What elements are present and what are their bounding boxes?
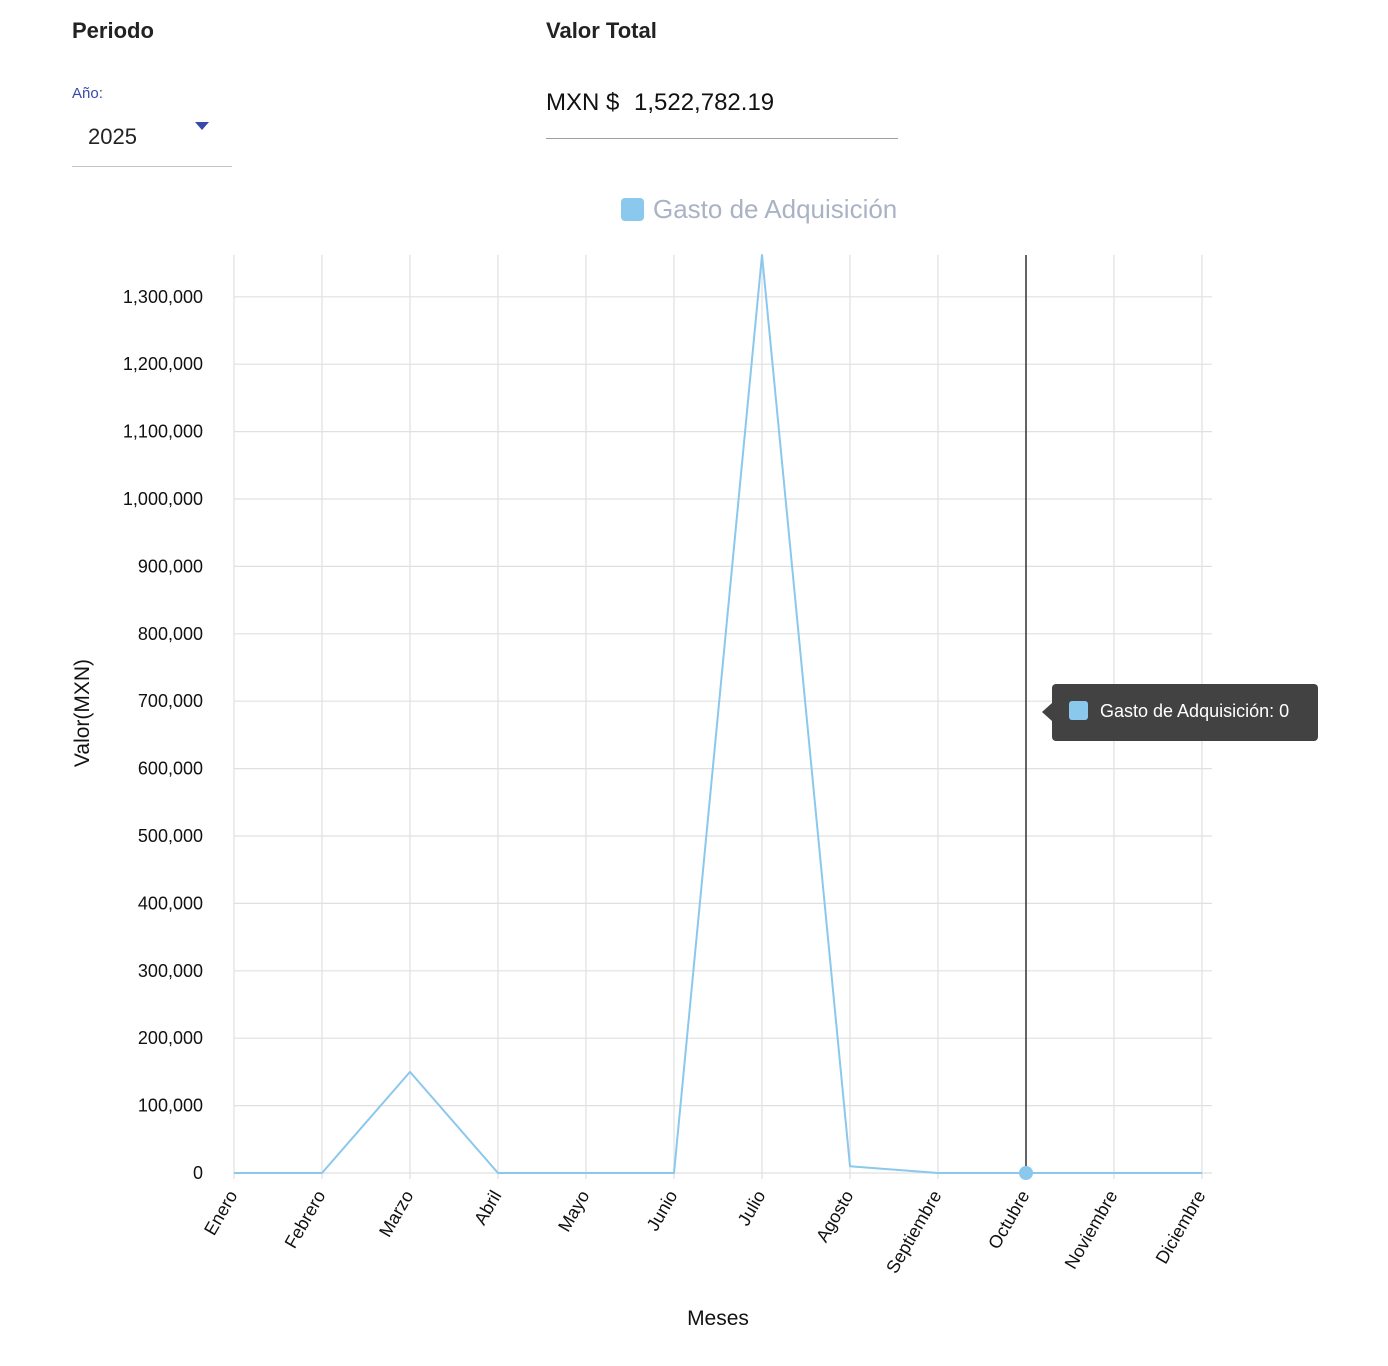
- y-tick-label: 200,000: [138, 1028, 203, 1048]
- y-tick-label: 800,000: [138, 624, 203, 644]
- total-amount: 1,522,782.19: [634, 89, 775, 116]
- total-currency: MXN $: [546, 89, 620, 116]
- x-axis-title: Meses: [687, 1307, 749, 1330]
- y-tick-label: 0: [193, 1163, 203, 1183]
- y-axis-title: Valor(MXN): [71, 659, 94, 767]
- x-tick-label: Abril: [470, 1187, 505, 1228]
- legend-label: Gasto de Adquisición: [653, 194, 898, 224]
- y-tick-label: 1,200,000: [123, 354, 203, 374]
- chart-tooltip: Gasto de Adquisición: 0: [1042, 684, 1318, 741]
- year-value: 2025: [88, 124, 137, 149]
- x-tick-label: Agosto: [812, 1187, 857, 1246]
- x-tick-label: Febrero: [281, 1187, 330, 1252]
- y-tick-label: 400,000: [138, 893, 203, 913]
- tooltip-arrow: [1042, 703, 1052, 721]
- x-tick-label: Diciembre: [1152, 1187, 1210, 1267]
- y-axis-ticks: 0 100,000 200,000 300,000 400,000 500,000 600,…: [123, 287, 203, 1183]
- x-tick-label: Noviembre: [1061, 1187, 1122, 1272]
- x-tick-label: Octubre: [984, 1187, 1033, 1252]
- chevron-down-icon[interactable]: [195, 122, 209, 130]
- x-tick-label: Junio: [643, 1187, 682, 1234]
- total-value-field: MXN $ 1,522,782.19: [546, 86, 898, 139]
- tooltip-text: Gasto de Adquisición: 0: [1100, 701, 1290, 721]
- hover-point[interactable]: [1019, 1166, 1033, 1180]
- legend-swatch-icon: [621, 198, 644, 221]
- y-tick-label: 1,300,000: [123, 287, 203, 307]
- x-tick-label: Julio: [734, 1187, 770, 1229]
- y-tick-label: 900,000: [138, 556, 203, 576]
- y-tick-label: 500,000: [138, 826, 203, 846]
- tooltip-swatch-icon: [1069, 701, 1088, 720]
- x-tick-label: Marzo: [375, 1187, 417, 1240]
- y-tick-label: 1,000,000: [123, 489, 203, 509]
- periodo-title: Periodo: [72, 18, 154, 43]
- x-tick-label: Enero: [200, 1187, 241, 1239]
- y-tick-label: 600,000: [138, 759, 203, 779]
- y-tick-label: 100,000: [138, 1096, 203, 1116]
- x-axis-ticks: Enero Febrero Marzo Abril Mayo Junio Julio Agos…: [200, 1187, 1209, 1277]
- x-tick-label: Septiembre: [882, 1187, 945, 1277]
- valor-total-title: Valor Total: [546, 18, 657, 43]
- series-line: [234, 254, 1202, 1174]
- chart-series: [234, 254, 1202, 1180]
- y-tick-label: 700,000: [138, 691, 203, 711]
- year-label: Año:: [72, 85, 103, 102]
- x-tick-label: Mayo: [554, 1187, 593, 1235]
- y-tick-label: 300,000: [138, 961, 203, 981]
- y-tick-label: 1,100,000: [123, 422, 203, 442]
- year-select[interactable]: 2025: [72, 112, 232, 167]
